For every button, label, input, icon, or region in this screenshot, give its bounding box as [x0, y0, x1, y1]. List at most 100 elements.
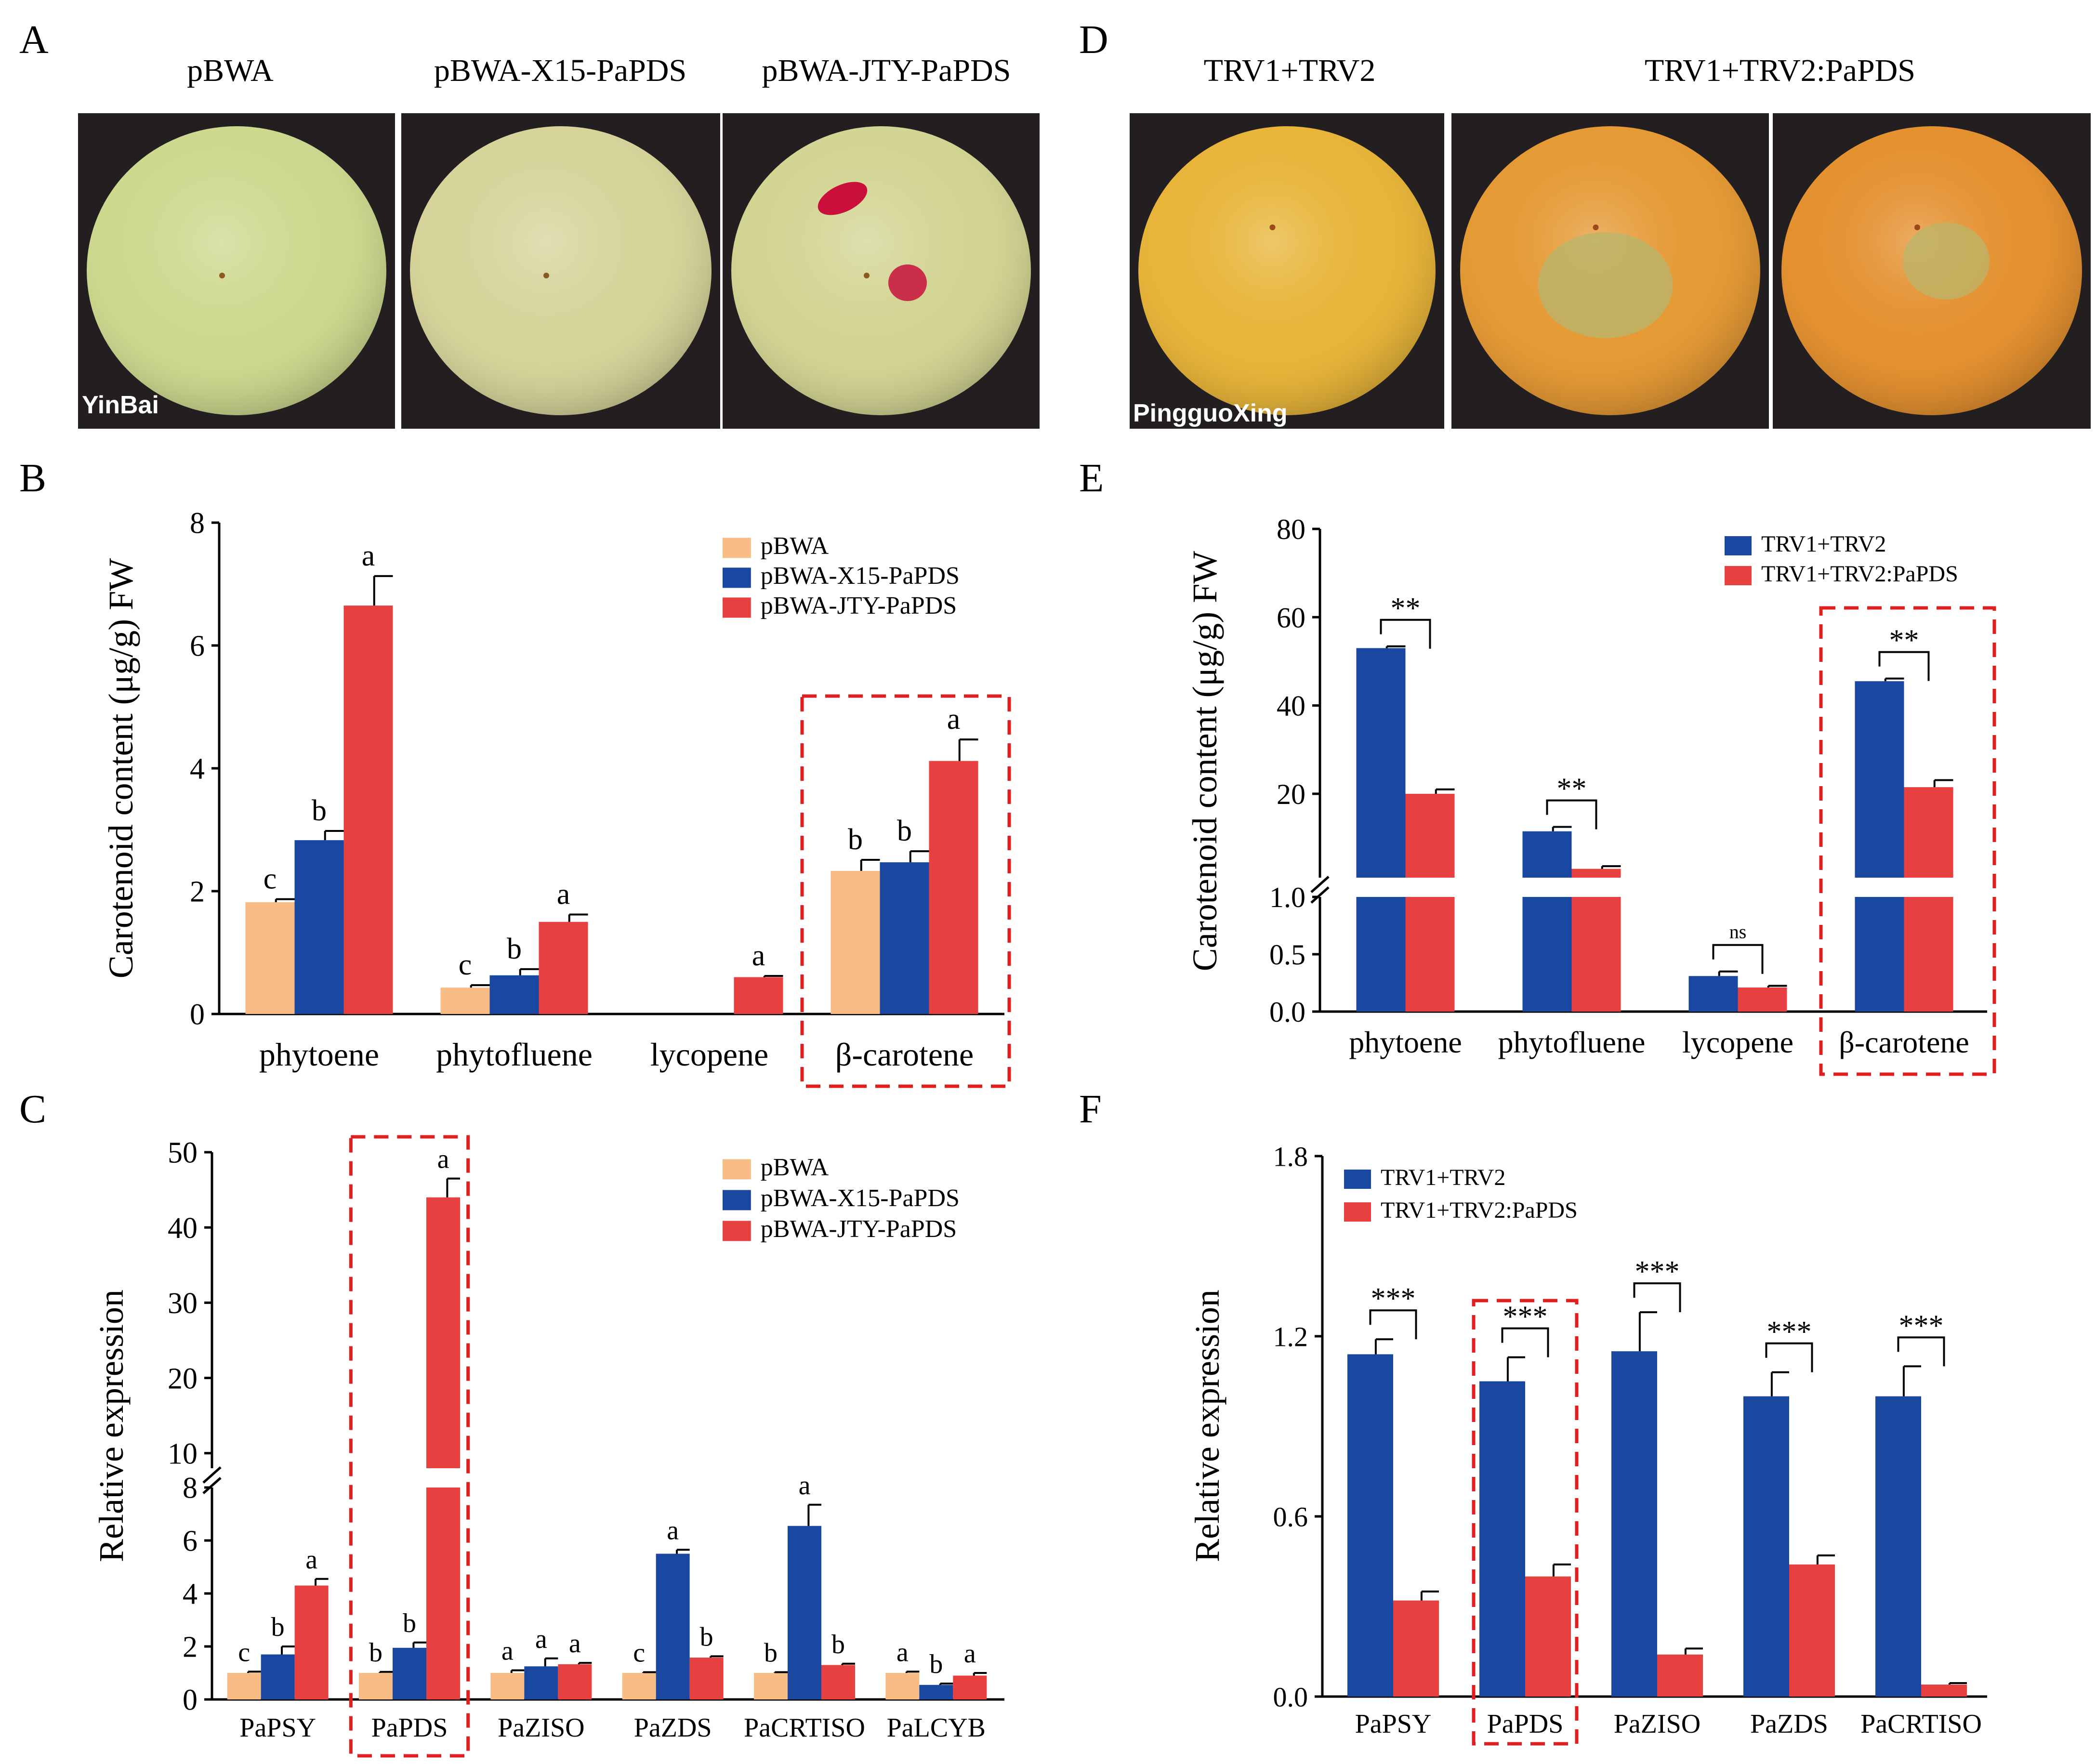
highlight-box	[1472, 1299, 1579, 1746]
significance-letter: b	[764, 1638, 778, 1668]
photo-title-trv: TRV1+TRV2	[1204, 53, 1376, 88]
bar-pacrtiso-pbwa-x15-papds	[788, 1526, 821, 1699]
fruit-spot	[1269, 224, 1276, 230]
y-tick-label: 2	[183, 1631, 198, 1664]
bar-papsy-trv1-trv2-papds	[1393, 1600, 1439, 1697]
significance-letter: b	[369, 1638, 382, 1668]
significance-bracket	[1369, 1309, 1417, 1340]
x-tick-label-papds: PaPDS	[371, 1713, 448, 1743]
bar-papsy-pbwa	[227, 1673, 261, 1699]
x-tick-label-phytoene: phytoene	[1349, 1025, 1462, 1059]
bar-pacrtiso-pbwa-jty-papds	[821, 1665, 855, 1699]
significance-letter: a	[896, 1637, 909, 1667]
bar-papsy-pbwa-jty-papds	[294, 1585, 329, 1699]
fruit-shading	[410, 126, 712, 415]
x-tick-label-carotene: β-carotene	[835, 1036, 974, 1073]
x-tick-label-pacrtiso: PaCRTISO	[1860, 1709, 1982, 1739]
bar-palcyb-pbwa-jty-papds	[953, 1675, 987, 1699]
x-tick-label-pazds: PaZDS	[634, 1713, 712, 1743]
significance-marker: **	[1557, 773, 1587, 805]
fruit-shading	[1138, 126, 1436, 415]
significance-bracket	[1633, 1282, 1681, 1313]
y-axis-label: Carotenoid content (μg/g) FW	[102, 558, 140, 978]
axis-break-mark	[202, 1477, 222, 1494]
y-tick-label: 0.5	[1269, 939, 1305, 971]
significance-letter: c	[264, 863, 277, 895]
x-tick-label-papds: PaPDS	[1487, 1709, 1564, 1739]
bar-papsy-pbwa-x15-papds	[261, 1654, 295, 1699]
bar-papds-trv1-trv2	[1479, 1381, 1525, 1697]
legend-swatch-trv1-trv2	[1725, 536, 1752, 555]
y-tick-label: 30	[168, 1287, 198, 1320]
panel-letter-e: E	[1079, 456, 1104, 500]
bar-break-gap	[425, 1468, 461, 1488]
bar-break-gap	[1854, 878, 1905, 897]
bar-break-gap	[1404, 878, 1456, 897]
injection-spot	[888, 264, 927, 301]
bar-phytofluene-pbwa-jty-papds	[539, 921, 588, 1014]
legend-label-trv1-trv2-papds: TRV1+TRV2:PaPDS	[1381, 1198, 1578, 1223]
bar-carotene-pbwa-x15-papds	[880, 862, 929, 1014]
y-tick-label: 8	[183, 1472, 198, 1505]
significance-letter: c	[633, 1638, 645, 1668]
x-tick-label-papsy: PaPSY	[239, 1713, 316, 1743]
significance-letter: a	[362, 540, 375, 572]
significance-marker: ***	[1371, 1282, 1416, 1315]
fruit-spot	[864, 273, 870, 278]
fruit-spot	[1914, 224, 1920, 230]
fruit-shading	[87, 126, 386, 415]
legend-swatch-trv1-trv2-papds	[1725, 566, 1752, 585]
y-tick-label: 20	[168, 1362, 198, 1395]
y-tick-label: 0.6	[1273, 1501, 1308, 1532]
legend-label-trv1-trv2-papds: TRV1+TRV2:PaPDS	[1761, 561, 1958, 587]
y-tick-label: 40	[1277, 690, 1305, 722]
y-tick-label: 80	[1277, 513, 1305, 545]
y-tick-label: 0.0	[1269, 996, 1305, 1028]
significance-letter: b	[848, 823, 863, 856]
y-axis-label: Carotenoid content (μg/g) FW	[1186, 551, 1224, 971]
bar-paziso-pbwa-x15-papds	[524, 1666, 558, 1699]
significance-letter: b	[897, 815, 912, 847]
x-tick-label-paziso: PaZISO	[1614, 1709, 1701, 1739]
y-tick-label: 40	[168, 1212, 198, 1245]
y-tick-label: 6	[183, 1525, 198, 1558]
bar-break-gap	[1355, 878, 1407, 897]
bar-carotene-pbwa-jty-papds	[929, 761, 978, 1014]
legend-label-pbwa-x15-papds: pBWA-X15-PaPDS	[761, 562, 960, 590]
legend-label-pbwa: pBWA	[761, 532, 829, 560]
y-tick-label: 4	[190, 753, 205, 786]
photo-title-pbwa: pBWA	[187, 53, 274, 88]
significance-letter: a	[799, 1471, 811, 1501]
significance-bracket	[1897, 1336, 1945, 1367]
significance-letter: b	[700, 1622, 713, 1652]
axis-break-mark	[1310, 886, 1330, 904]
bar-phytofluene-trv1-trv2	[1522, 831, 1572, 1012]
x-tick-label-lycopene: lycopene	[1682, 1025, 1793, 1059]
significance-letter: b	[312, 794, 327, 827]
significance-marker: **	[1391, 592, 1421, 625]
significance-bracket	[1765, 1342, 1813, 1372]
significance-letter: a	[667, 1515, 679, 1545]
bar-paziso-pbwa-jty-papds	[558, 1664, 592, 1699]
y-tick-label: 20	[1277, 778, 1305, 810]
y-axis-label: Relative expression	[1188, 1290, 1226, 1562]
highlight-box	[800, 694, 1011, 1088]
significance-marker: ***	[1503, 1301, 1548, 1333]
significance-bracket	[1878, 651, 1930, 681]
bar-pacrtiso-trv1-trv2-papds	[1921, 1685, 1967, 1697]
bar-lycopene-trv1-trv2	[1688, 976, 1738, 1012]
significance-letter: a	[752, 939, 765, 972]
significance-bracket	[1712, 944, 1764, 974]
significance-letter: b	[403, 1608, 416, 1638]
bar-palcyb-pbwa-x15-papds	[919, 1685, 953, 1699]
bar-pazds-trv1-trv2	[1743, 1396, 1789, 1697]
bar-paziso-pbwa	[490, 1673, 525, 1699]
significance-letter: a	[437, 1145, 449, 1174]
axis-break-mark	[1310, 876, 1330, 893]
y-tick-label: 10	[168, 1437, 198, 1470]
variety-label: PingguoXing	[1133, 399, 1288, 427]
bar-lycopene-trv1-trv2-papds	[1738, 987, 1787, 1012]
bar-pazds-trv1-trv2-papds	[1789, 1564, 1835, 1697]
bar-pazds-pbwa-jty-papds	[689, 1658, 724, 1699]
significance-letter: a	[501, 1636, 514, 1666]
